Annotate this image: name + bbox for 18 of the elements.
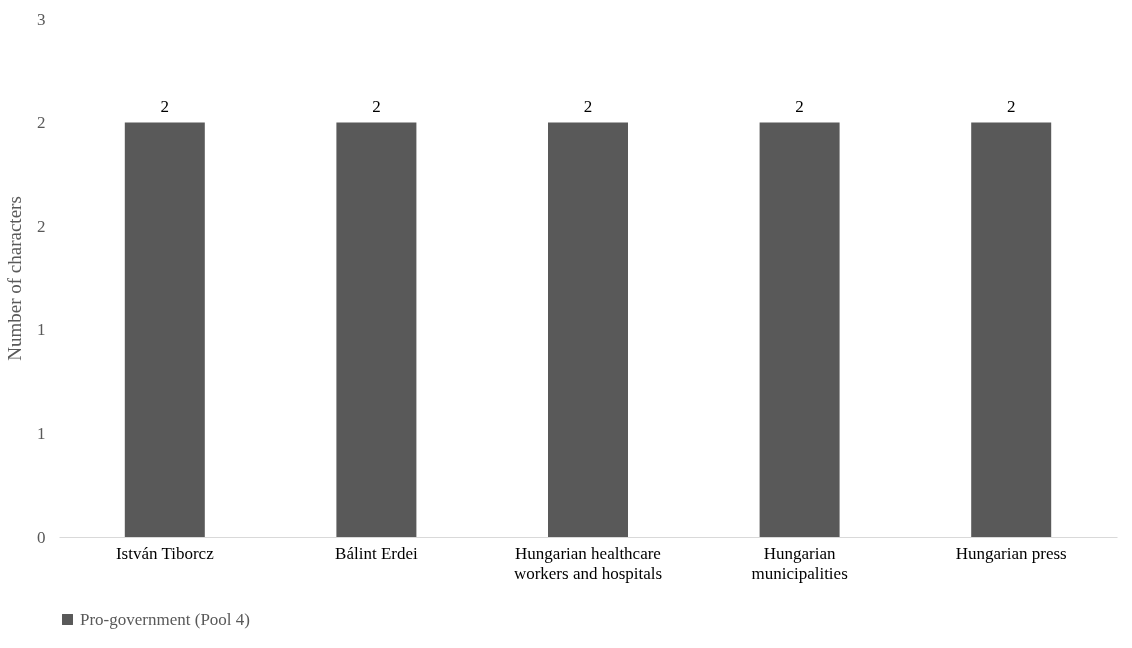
- data-label: 2: [583, 96, 593, 116]
- y-tick-label: 1: [37, 320, 46, 340]
- data-label: 2: [1006, 96, 1016, 116]
- y-tick-label: 2: [37, 216, 46, 236]
- data-label: 2: [372, 96, 381, 116]
- legend-label: Pro-government (Pool 4): [80, 609, 250, 629]
- x-tick-label: Hungarian press: [955, 543, 1067, 563]
- y-tick-label: 0: [37, 527, 46, 547]
- x-tick-label: Hungarian healthcare workers and hospitals: [513, 543, 663, 583]
- x-tick-label: István Tiborcz: [115, 543, 215, 563]
- data-label: 2: [795, 96, 804, 116]
- y-axis-title: Number of characters: [4, 196, 25, 361]
- x-tick-label: Bálint Erdei: [335, 543, 418, 563]
- y-tick-label: 1: [37, 423, 46, 443]
- y-tick-label: 2: [37, 113, 46, 133]
- y-tick-label: 3: [37, 9, 46, 29]
- data-label: 2: [160, 96, 170, 116]
- x-tick-label: Hungarian municipalities: [751, 543, 848, 583]
